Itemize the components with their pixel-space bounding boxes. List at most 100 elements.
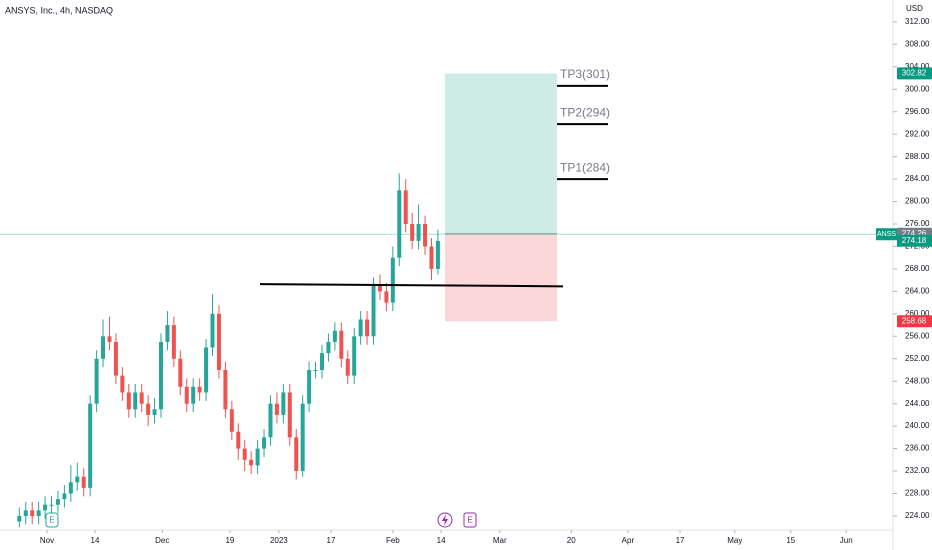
y-tick-label: 244.00: [905, 399, 930, 408]
candle-body: [197, 386, 202, 393]
candle-body: [204, 347, 209, 393]
x-tick-label: 17: [327, 536, 336, 545]
dividend-bolt: [442, 514, 448, 526]
candle-body: [300, 403, 305, 472]
x-tick-label: 17: [676, 536, 685, 545]
candle-body: [326, 341, 331, 354]
candle-body: [49, 504, 54, 506]
y-tick-label: 224.00: [905, 511, 930, 520]
candle-body: [242, 448, 247, 460]
candle-body: [345, 358, 350, 376]
candle-body: [268, 403, 273, 438]
y-tick-label: 236.00: [905, 444, 930, 453]
candle-body: [43, 504, 48, 511]
price-tag: [897, 234, 932, 247]
x-tick-label: 19: [225, 536, 234, 545]
y-tick-label: 288.00: [905, 152, 930, 161]
candle-body: [429, 246, 434, 269]
candle-body: [377, 285, 382, 292]
candle-body: [139, 392, 144, 404]
candle-body: [416, 224, 421, 241]
candle-body: [68, 482, 73, 494]
candle-body: [210, 313, 215, 348]
candle-body: [358, 319, 363, 337]
candle-body: [403, 190, 408, 225]
candle-body: [390, 257, 395, 303]
x-tick-label: 2023: [270, 536, 288, 545]
y-tick-label: 256.00: [905, 331, 930, 340]
y-tick-label: 296.00: [905, 107, 930, 116]
candle-body: [216, 313, 221, 370]
candle-body: [30, 510, 35, 516]
candle-body: [146, 403, 151, 415]
candle-body: [249, 459, 254, 466]
candle-body: [294, 437, 299, 472]
profit-zone: [445, 73, 557, 234]
chart-title: ANSYS, Inc., 4h, NASDAQ: [5, 5, 113, 15]
candle-body: [81, 476, 86, 488]
price-tag-label: 274.26: [902, 229, 927, 238]
x-tick-label: Jun: [840, 536, 853, 545]
candle-body: [397, 190, 402, 258]
x-tick-label: 14: [437, 536, 446, 545]
event-icon: [45, 512, 59, 528]
candle-body: [307, 369, 312, 404]
support-line: [259, 283, 564, 288]
candle-body: [319, 353, 324, 370]
target-label: TP2(294): [560, 105, 610, 119]
y-tick-label: 308.00: [905, 39, 930, 48]
symbol-label: ANSS: [877, 231, 896, 238]
symbol-tag: [876, 228, 897, 241]
y-tick-label: 240.00: [905, 421, 930, 430]
candle-body: [274, 403, 279, 415]
x-tick-label: Mar: [493, 536, 507, 545]
candle-body: [236, 431, 241, 449]
candle-body: [152, 409, 157, 415]
candle-body: [171, 325, 176, 359]
y-tick-label: 228.00: [905, 489, 930, 498]
candle-body: [191, 386, 196, 404]
event-label: E: [49, 516, 54, 525]
candle-body: [158, 341, 163, 410]
y-tick-label: 300.00: [905, 84, 930, 93]
price-tag: [897, 67, 932, 80]
x-tick-label: Nov: [40, 536, 54, 545]
price-tag-label: 302.82: [902, 69, 927, 78]
candle-body: [339, 330, 344, 359]
candle-body: [94, 358, 99, 404]
candle-body: [113, 341, 118, 376]
candle-body: [435, 240, 440, 269]
y-tick-label: 280.00: [905, 197, 930, 206]
candle-body: [88, 403, 93, 488]
y-tick-label: 284.00: [905, 174, 930, 183]
candle-body: [371, 285, 376, 337]
price-tag: [897, 315, 932, 328]
candle-body: [184, 386, 189, 404]
candle-body: [133, 392, 138, 410]
x-tick-label: Feb: [386, 536, 400, 545]
y-tick-label: 248.00: [905, 376, 930, 385]
loss-zone: [445, 233, 557, 322]
candle-body: [62, 493, 67, 500]
price-tag-label: 258.68: [902, 316, 927, 325]
candle-body: [332, 330, 337, 342]
candle-body: [410, 224, 415, 241]
candle-body: [55, 499, 60, 505]
event-label: E: [467, 516, 472, 525]
candle-body: [423, 224, 428, 247]
y-tick-label: 268.00: [905, 264, 930, 273]
currency: USD: [906, 4, 923, 13]
candle-body: [36, 510, 41, 516]
y-tick-label: 292.00: [905, 129, 930, 138]
candle-body: [101, 336, 106, 359]
candle-body: [365, 319, 370, 337]
y-tick-label: 252.00: [905, 354, 930, 363]
x-tick-label: May: [727, 536, 742, 545]
x-tick-label: 20: [567, 536, 576, 545]
target-label: TP1(284): [560, 160, 610, 174]
candle-body: [107, 336, 112, 342]
x-tick-label: 15: [786, 536, 795, 545]
y-tick-label: 232.00: [905, 466, 930, 475]
candle-body: [165, 325, 170, 342]
